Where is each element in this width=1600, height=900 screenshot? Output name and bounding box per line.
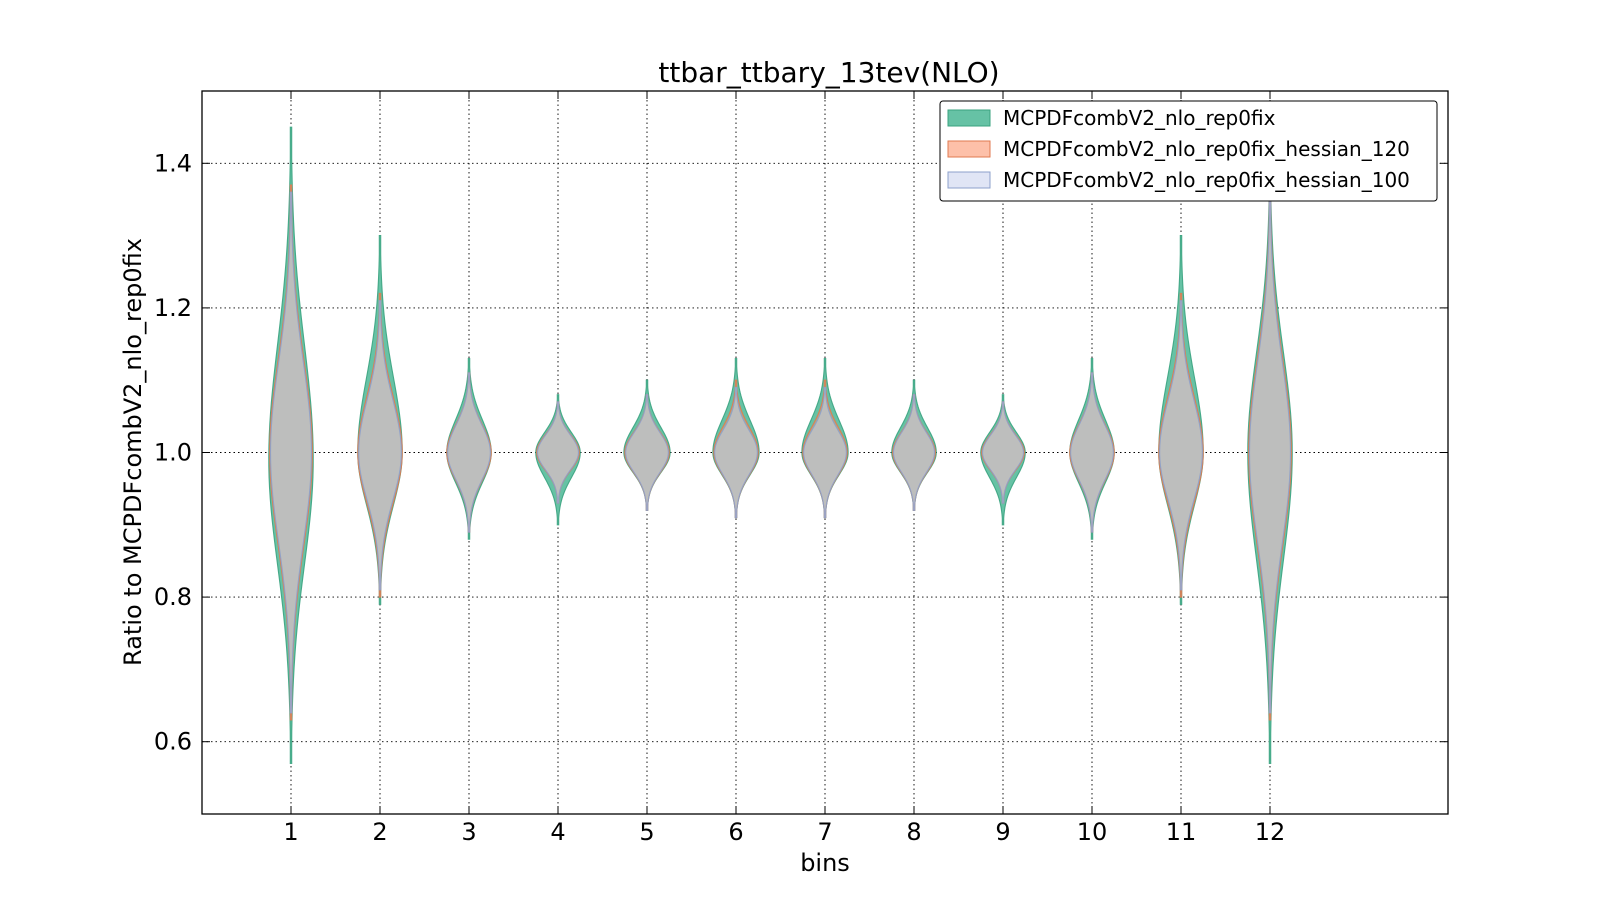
legend-swatch-3 xyxy=(947,171,991,189)
legend-label-2: MCPDFcombV2_nlo_rep0fix_hessian_120 xyxy=(1003,137,1410,161)
violin-series3-bin-4 xyxy=(536,401,580,504)
violin-series3-bin-2 xyxy=(358,300,402,591)
x-axis-ticks: 1 2 3 4 5 6 7 8 9 10 11 12 xyxy=(283,91,1285,846)
x-tick-label-9: 9 xyxy=(995,818,1010,846)
x-tick-label-5: 5 xyxy=(639,818,654,846)
y-tick-label-1.4: 1.4 xyxy=(154,149,192,177)
violin-series3-bin-1 xyxy=(269,191,313,714)
x-tick-label-12: 12 xyxy=(1255,818,1286,846)
x-tick-label-7: 7 xyxy=(817,818,832,846)
x-tick-label-1: 1 xyxy=(283,818,298,846)
y-axis-ticks: 0.6 0.8 1.0 1.2 1.4 xyxy=(154,149,1448,756)
violin-series3-bin-10 xyxy=(1070,372,1114,533)
x-tick-label-8: 8 xyxy=(906,818,921,846)
y-tick-label-0.8: 0.8 xyxy=(154,583,192,611)
y-tick-label-1.0: 1.0 xyxy=(154,439,192,467)
violin-series3-bin-6 xyxy=(714,386,758,519)
legend-swatch-1 xyxy=(947,109,991,127)
y-tick-label-0.6: 0.6 xyxy=(154,728,192,756)
violin-series3-bin-11 xyxy=(1159,300,1203,591)
violin-series3-bin-5 xyxy=(625,394,669,511)
legend-swatch-2 xyxy=(947,140,991,158)
violin-series3-bin-3 xyxy=(447,372,491,533)
violin-series3-bin-9 xyxy=(981,401,1025,504)
y-axis-label: Ratio to MCPDFcombV2_nlo_rep0fix xyxy=(119,238,147,666)
legend-frame xyxy=(939,100,1438,202)
legend-label-1: MCPDFcombV2_nlo_rep0fix xyxy=(1003,106,1276,130)
x-tick-label-2: 2 xyxy=(372,818,387,846)
x-tick-label-4: 4 xyxy=(550,818,565,846)
chart-title: ttbar_ttbary_13tev(NLO) xyxy=(658,56,999,89)
x-tick-label-6: 6 xyxy=(728,818,743,846)
violin-series3-bin-7 xyxy=(803,386,847,519)
violins xyxy=(268,126,1293,764)
violin-series3-bin-8 xyxy=(892,394,936,511)
x-tick-label-11: 11 xyxy=(1166,818,1197,846)
legend-label-3: MCPDFcombV2_nlo_rep0fix_hessian_100 xyxy=(1003,168,1410,192)
x-tick-label-3: 3 xyxy=(461,818,476,846)
x-axis-label: bins xyxy=(800,849,850,877)
y-tick-label-1.2: 1.2 xyxy=(154,294,192,322)
legend: MCPDFcombV2_nlo_rep0fix MCPDFcombV2_nlo_r… xyxy=(939,100,1438,202)
x-tick-label-10: 10 xyxy=(1077,818,1108,846)
